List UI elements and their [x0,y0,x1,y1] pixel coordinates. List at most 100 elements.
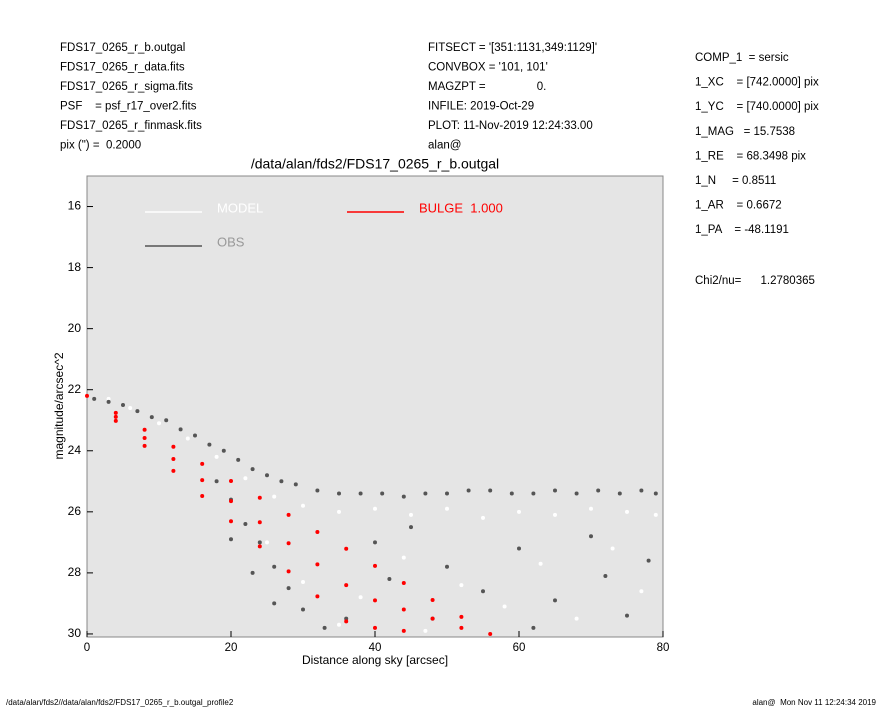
point [322,625,327,630]
point [459,625,464,630]
point [106,396,111,401]
point [445,506,449,511]
header-right: 1_N = 0.8511 [695,175,776,187]
header-center: FITSECT = '[351:1131,349:1129]' [428,42,597,54]
point [509,491,514,496]
point [445,491,449,496]
point [315,529,320,534]
y-tick-label: 30 [68,626,82,640]
point [603,573,608,578]
point [401,580,406,585]
point [171,457,176,462]
point [193,433,197,438]
point [142,427,147,432]
point [625,613,629,618]
point [373,563,377,568]
y-tick-label: 22 [68,382,82,396]
header-left: FDS17_0265_r_data.fits [60,62,185,74]
point [373,506,377,511]
header-center: INFILE: 2019-Oct-29 [428,101,534,113]
header-right: COMP_1 = sersic [695,52,789,64]
point [185,436,190,441]
point [653,512,658,517]
point [200,478,205,483]
header-left: FDS17_0265_r_sigma.fits [60,81,193,93]
point [531,491,536,496]
point [221,448,226,453]
point [401,494,406,499]
point [344,546,349,551]
point [589,534,593,539]
header-left: PSF = psf_r17_over2.fits [60,101,197,113]
point [610,546,615,551]
y-tick-label: 18 [68,260,82,274]
point [401,607,406,612]
point [481,515,485,520]
point [286,541,291,546]
point [409,512,413,517]
point [373,598,377,603]
point [445,564,449,569]
point [373,625,377,630]
point [639,488,644,493]
point [200,461,205,466]
point [553,512,557,517]
point [517,546,521,551]
x-axis-label: Distance along sky [arcsec] [302,653,448,667]
header-right: 1_PA = -48.1191 [695,224,789,236]
point [301,580,305,585]
point [250,570,255,575]
point [257,544,262,549]
point [401,555,406,560]
point [596,488,601,493]
point [423,628,428,633]
point [625,509,629,514]
header-right: 1_XC = [742.0000] pix [695,77,819,89]
point [502,604,507,609]
point [401,628,406,633]
point [171,444,176,449]
x-tick-label: 60 [513,642,526,654]
point [113,410,118,415]
fit-stat: Chi2/nu= 1.2780365 [695,275,815,287]
point [257,495,262,500]
header-right: 1_MAG = 15.7538 [695,126,795,138]
point [92,396,97,401]
point [344,616,349,621]
point [272,564,277,569]
point [358,595,363,600]
header-left: FDS17_0265_r_b.outgal [60,42,185,54]
point [553,488,557,493]
point [229,478,233,483]
point [229,519,233,524]
point [639,589,644,594]
x-tick-label: 0 [84,642,90,654]
point [430,616,435,621]
point [293,482,298,487]
point [214,479,219,484]
point [466,488,471,493]
point [315,562,320,567]
point [344,583,349,588]
point [286,512,291,517]
point [113,418,118,423]
point [286,569,291,574]
y-tick-label: 24 [68,443,82,457]
footer-right: alan@ Mon Nov 11 12:24:34 2019 [752,698,876,707]
point [337,509,341,514]
legend-label: BULGE 1.000 [419,200,503,215]
point [337,622,341,627]
point [128,406,133,411]
point [574,616,579,621]
point [286,586,291,591]
point [646,558,651,563]
point [387,576,392,581]
point [272,601,277,606]
y-tick-label: 20 [68,321,82,335]
point [250,467,255,472]
point [459,583,464,588]
x-tick-label: 20 [225,642,238,654]
point [121,402,125,407]
y-tick-label: 28 [68,565,82,579]
